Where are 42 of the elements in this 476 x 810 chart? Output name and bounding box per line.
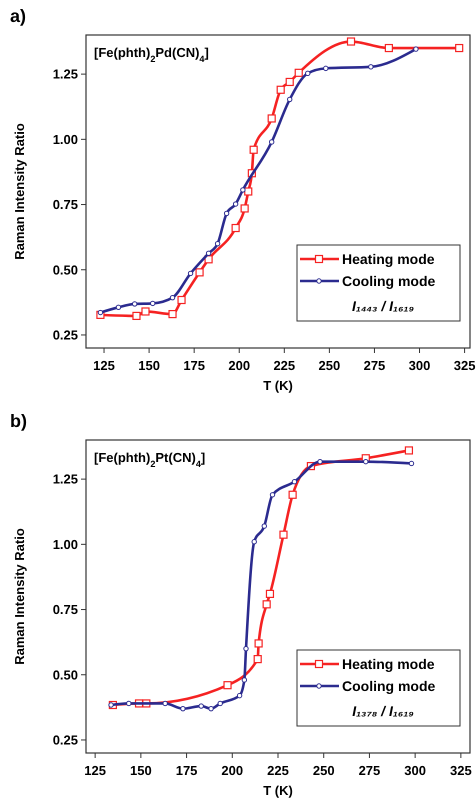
legend-label: Heating mode — [342, 251, 435, 267]
x-tick-label: 200 — [221, 763, 244, 778]
y-tick-label: 0.75 — [52, 197, 78, 212]
x-tick-label: 225 — [273, 358, 296, 373]
x-tick-label: 150 — [138, 358, 160, 373]
y-axis-title: Raman Intensity Ratio — [12, 528, 27, 665]
annotation: [Fe(phth)$_{2}$Pd(CN)$_{4}$] — [94, 45, 209, 64]
y-tick-label: 1.25 — [52, 472, 78, 487]
x-tick-label: 275 — [364, 358, 386, 373]
chart-title: a) — [10, 6, 26, 26]
y-axis-title: Raman Intensity Ratio — [12, 123, 27, 260]
legend-label: Cooling mode — [342, 678, 436, 694]
x-tick-label: 175 — [183, 358, 206, 373]
x-tick-label: 225 — [267, 763, 289, 778]
y-tick-label: 1.25 — [52, 66, 78, 82]
x-tick-label: 325 — [454, 358, 476, 373]
y-tick-label: 1.00 — [52, 536, 78, 552]
x-tick-label: 150 — [130, 763, 152, 778]
x-tick-label: 125 — [93, 358, 115, 373]
y-tick-label: 1.00 — [52, 132, 78, 147]
x-tick-label: 175 — [176, 763, 198, 778]
x-axis-title: T (K) — [263, 378, 293, 393]
y-tick-label: 0.25 — [52, 328, 78, 343]
y-tick-label: 0.50 — [52, 262, 78, 278]
x-tick-label: 275 — [358, 763, 380, 778]
x-tick-label: 250 — [318, 358, 340, 373]
x-tick-label: 200 — [228, 358, 250, 373]
y-tick-label: 0.50 — [52, 667, 78, 682]
x-tick-label: 300 — [408, 358, 430, 373]
annotation: I₁₃₇₈ / I₁₆₁₉ — [352, 703, 414, 719]
annotation: [Fe(phth)$_{2}$Pt(CN)$_{4}$] — [94, 450, 206, 469]
x-tick-label: 250 — [312, 763, 335, 778]
y-tick-label: 0.25 — [52, 732, 78, 748]
chart-title: b) — [10, 411, 27, 431]
legend-label: Cooling mode — [342, 273, 436, 289]
x-tick-label: 325 — [450, 763, 472, 778]
y-tick-label: 0.75 — [52, 602, 78, 618]
x-axis-title: T (K) — [263, 783, 293, 798]
x-tick-label: 125 — [84, 763, 106, 778]
x-tick-label: 300 — [404, 763, 426, 778]
legend-label: Heating mode — [342, 656, 435, 672]
annotation: I₁₄₄₃ / I₁₆₁₉ — [352, 298, 414, 314]
